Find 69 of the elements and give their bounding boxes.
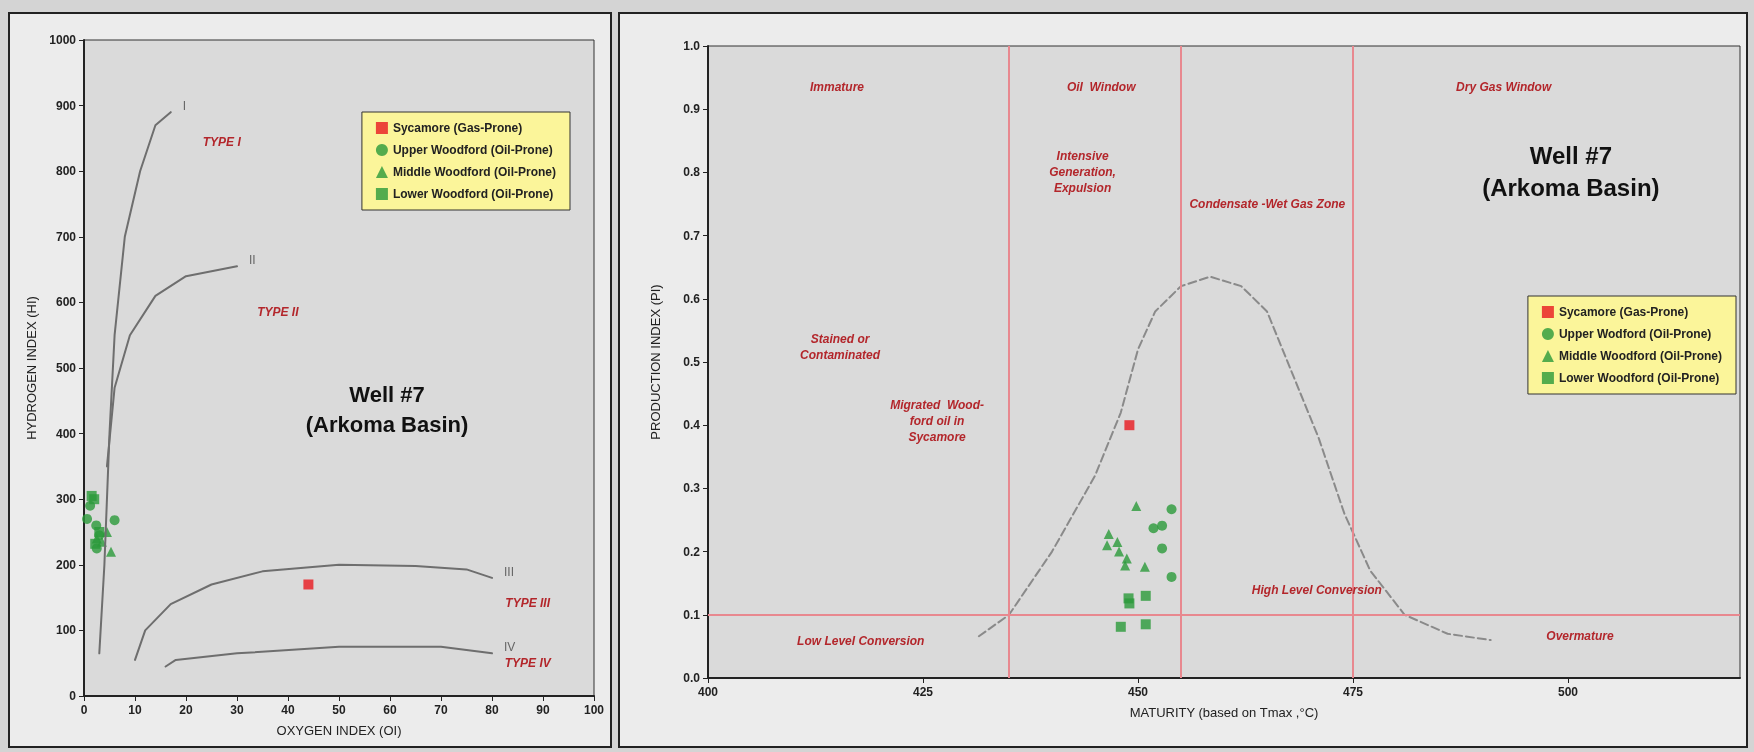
y-tick-label: 0.0 xyxy=(683,671,701,685)
x-tick-label: 500 xyxy=(1557,685,1579,699)
annotation: Dry Gas Window xyxy=(1456,80,1552,95)
y-tick-label: 0.3 xyxy=(683,481,701,496)
x-axis-title: OXYGEN INDEX (OI) xyxy=(276,723,402,738)
annotation: TYPE IV xyxy=(504,655,552,670)
annotation: Migrated Wood- ford oil in Sycamore xyxy=(890,398,984,445)
annotation: Condensate -Wet Gas Zone xyxy=(1189,197,1346,211)
annotation: High Level Conversion xyxy=(1251,582,1382,597)
y-tick-label: 800 xyxy=(55,164,77,179)
annotation: Overmature xyxy=(1546,629,1615,644)
y-tick-label: 600 xyxy=(55,295,77,310)
x-tick-label: 0 xyxy=(80,703,88,717)
annotation: TYPE II xyxy=(257,305,300,320)
series-label: IV xyxy=(504,640,516,655)
x-tick-label: 40 xyxy=(281,703,295,717)
x-tick-label: 30 xyxy=(230,703,244,717)
y-tick-label: 700 xyxy=(55,229,77,244)
legend-label: Lower Woodford (Oil-Prone) xyxy=(392,187,554,201)
y-tick-label: 0.5 xyxy=(683,355,701,369)
y-tick-label: 1000 xyxy=(49,33,77,47)
annotation: Low Level Conversion xyxy=(797,633,925,648)
y-tick-label: 0.4 xyxy=(683,418,701,433)
y-tick-label: 0.2 xyxy=(683,544,701,559)
y-tick-label: 0.1 xyxy=(683,607,701,622)
y-tick-label: 0.6 xyxy=(683,291,701,306)
legend-label: Lower Woodford (Oil-Prone) xyxy=(1558,371,1720,385)
legend-label: Sycamore (Gas-Prone) xyxy=(392,121,523,135)
series-label: I xyxy=(182,99,187,114)
legend-label: Upper Woodford (Oil-Prone) xyxy=(392,143,553,157)
legend-label: Middle Woodford (Oil-Prone) xyxy=(392,165,556,179)
annotation: TYPE III xyxy=(505,595,551,610)
x-tick-label: 50 xyxy=(332,703,346,717)
y-tick-label: 300 xyxy=(55,492,77,507)
y-tick-label: 200 xyxy=(55,557,77,572)
legend-label: Upper Wodford (Oil-Prone) xyxy=(1558,327,1712,341)
x-tick-label: 425 xyxy=(912,685,934,699)
annotation: Stained or Contaminated xyxy=(800,332,881,363)
y-tick-label: 0.7 xyxy=(683,228,701,243)
text: Well #7 (Arkoma Basin) xyxy=(305,381,469,437)
y-tick-label: 0.8 xyxy=(683,165,701,180)
annotation: Immature xyxy=(809,80,865,95)
x-tick-label: 475 xyxy=(1342,685,1364,699)
annotation: Oil Window xyxy=(1066,80,1137,95)
y-tick-label: 100 xyxy=(55,623,77,638)
y-tick-label: 900 xyxy=(55,98,77,113)
y-tick-label: 0.9 xyxy=(683,102,701,117)
y-axis-title: PRODUCTION INDEX (PI) xyxy=(648,284,663,440)
series-label: III xyxy=(504,564,515,579)
x-tick-label: 70 xyxy=(434,703,448,717)
annotation: TYPE I xyxy=(202,134,242,149)
x-tick-label: 90 xyxy=(536,703,550,717)
legend-label: Sycamore (Gas-Prone) xyxy=(1558,305,1689,319)
y-tick-label: 500 xyxy=(55,361,77,375)
annotation: Intensive Generation, Expulsion xyxy=(1049,149,1116,196)
x-tick-label: 450 xyxy=(1127,685,1149,699)
x-tick-label: 400 xyxy=(697,685,719,699)
y-axis-title: HYDROGEN INDEX (HI) xyxy=(24,296,39,440)
legend-label: Middle Woodford (Oil-Prone) xyxy=(1558,349,1722,363)
x-tick-label: 10 xyxy=(128,703,142,717)
x-axis-title: MATURITY (based on Tmax ,°C) xyxy=(1129,705,1319,720)
x-tick-label: 80 xyxy=(485,703,499,717)
x-tick-label: 60 xyxy=(383,703,397,717)
series-label: II xyxy=(249,253,256,268)
x-tick-label: 100 xyxy=(583,703,605,717)
y-tick-label: 1.0 xyxy=(683,39,701,53)
text: Well #7 (Arkoma Basin) xyxy=(1482,141,1660,201)
y-tick-label: 400 xyxy=(55,426,77,441)
x-tick-label: 20 xyxy=(179,703,193,717)
